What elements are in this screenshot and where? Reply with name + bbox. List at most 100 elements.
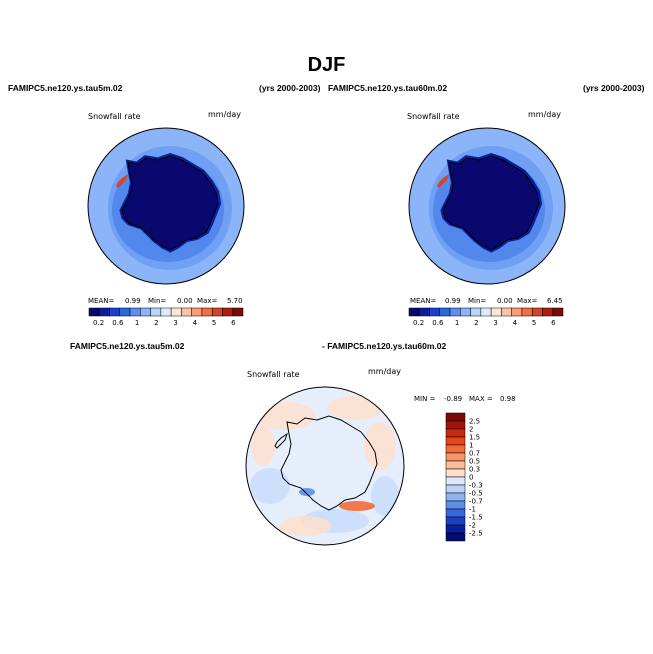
left-colorbar-tick-label: 5 xyxy=(212,319,216,327)
left-colorbar-tick-label: 4 xyxy=(193,319,198,327)
diff-colorbar-tick-label: 2.5 xyxy=(469,418,480,426)
right-colorbar-swatch xyxy=(419,307,430,317)
left-colorbar-swatch xyxy=(170,307,182,317)
diff-colorbar-tick-label: 0.3 xyxy=(469,466,480,474)
right-colorbar-tick-label: 0.6 xyxy=(432,319,444,327)
right-colorbar-swatch xyxy=(521,307,533,317)
right-colorbar-swatch xyxy=(490,307,502,317)
right-colorbar-swatch xyxy=(408,307,420,317)
left-min-label: Min= xyxy=(148,297,167,305)
left-colorbar-swatch xyxy=(201,307,213,317)
right-colorbar-swatch xyxy=(501,307,512,317)
diff-colorbar-tick-label: -1.5 xyxy=(469,514,483,522)
diff-map-border xyxy=(245,386,405,546)
right-polar-map xyxy=(408,127,566,285)
right-colorbar-swatch xyxy=(552,307,564,317)
diff-colorbar-swatch xyxy=(445,460,466,470)
right-field-name: Snowfall rate xyxy=(407,112,460,121)
left-colorbar-tick-label: 1 xyxy=(135,319,139,327)
diff-anomaly-patch xyxy=(364,422,396,470)
right-case-name: FAMIPC5.ne120.ys.tau60m.02 xyxy=(328,83,448,93)
diff-colorbar-tick-label: 0.7 xyxy=(469,450,480,458)
diff-positive-max xyxy=(339,501,375,511)
right-min-label: Min= xyxy=(468,297,487,305)
left-polar-map xyxy=(87,127,245,285)
left-colorbar-tick-label: 6 xyxy=(231,319,236,327)
diff-field-name: Snowfall rate xyxy=(247,370,300,379)
diff-units: mm/day xyxy=(368,367,401,376)
diff-colorbar-tick-label: 2 xyxy=(469,426,473,434)
left-max-value: 5.70 xyxy=(227,297,243,305)
diff-colorbar-tick-label: -0.3 xyxy=(469,482,483,490)
left-case-name: FAMIPC5.ne120.ys.tau5m.02 xyxy=(8,83,123,93)
diff-max-value: 0.98 xyxy=(500,395,516,403)
diff-colorbar-tick-label: 1.5 xyxy=(469,434,480,442)
right-colorbar-swatch xyxy=(531,307,543,317)
diff-colorbar-swatch xyxy=(445,516,466,526)
left-colorbar-tick-label: 0.6 xyxy=(112,319,124,327)
right-max-label: Max= xyxy=(517,297,538,305)
right-colorbar-tick-label: 4 xyxy=(513,319,518,327)
diff-colorbar-swatch xyxy=(445,532,466,542)
left-mean-value: 0.99 xyxy=(125,297,141,305)
diff-colorbar-swatch xyxy=(445,420,466,430)
diff-min-label: MIN = xyxy=(414,395,436,403)
diff-colorbar-tick-label: -1 xyxy=(469,506,476,514)
right-colorbar-swatch xyxy=(439,307,451,317)
left-colorbar-swatch xyxy=(140,307,151,317)
right-colorbar-tick-label: 5 xyxy=(532,319,536,327)
diff-colorbar-tick-label: -2 xyxy=(469,522,476,530)
left-units: mm/day xyxy=(208,110,241,119)
right-colorbar-tick-label: 6 xyxy=(551,319,556,327)
right-units: mm/day xyxy=(528,110,561,119)
diff-colorbar-tick-label: -0.7 xyxy=(469,498,483,506)
left-mean-label: MEAN= xyxy=(88,297,115,305)
diff-colorbar-swatch xyxy=(445,452,466,462)
right-colorbar-swatch xyxy=(480,307,492,317)
right-years: (yrs 2000-2003) xyxy=(583,83,645,93)
diff-colorbar-swatch xyxy=(445,428,466,438)
season-title: DJF xyxy=(307,54,346,76)
diff-colorbar-swatch xyxy=(445,524,466,534)
left-colorbar-swatch xyxy=(160,307,172,317)
diff-case-b: - FAMIPC5.ne120.ys.tau60m.02 xyxy=(322,341,447,351)
diff-min-value: -0.89 xyxy=(444,395,463,403)
right-min-value: 0.00 xyxy=(497,297,513,305)
diff-colorbar-swatch xyxy=(445,436,466,446)
diff-colorbar-swatch xyxy=(445,508,466,518)
left-map-border xyxy=(87,127,245,285)
diff-max-label: MAX = xyxy=(469,395,493,403)
right-colorbar-swatch xyxy=(470,307,482,317)
diff-colorbar-swatch xyxy=(445,492,466,502)
right-mean-label: MEAN= xyxy=(410,297,437,305)
right-max-value: 6.45 xyxy=(547,297,563,305)
right-colorbar-swatch xyxy=(511,307,523,317)
left-colorbar-swatch xyxy=(181,307,192,317)
left-colorbar-swatch xyxy=(119,307,131,317)
diff-anomaly-patch xyxy=(371,476,399,516)
diff-colorbar-swatch xyxy=(445,476,466,486)
left-colorbar-swatch xyxy=(99,307,110,317)
right-colorbar-tick-label: 0.2 xyxy=(413,319,424,327)
left-colorbar-swatch xyxy=(222,307,233,317)
left-colorbar-swatch xyxy=(129,307,141,317)
diff-colorbar-tick-label: 0 xyxy=(469,474,473,482)
diff-colorbar-tick-label: 1 xyxy=(469,442,473,450)
diff-colorbar-tick-label: 0.5 xyxy=(469,458,480,466)
difference-polar-map xyxy=(245,386,405,546)
left-colorbar-swatch xyxy=(211,307,223,317)
diff-colorbar-swatch xyxy=(445,484,466,494)
left-max-label: Max= xyxy=(197,297,218,305)
left-colorbar-swatch xyxy=(191,307,203,317)
left-years: (yrs 2000-2003) xyxy=(259,83,321,93)
right-colorbar-tick-label: 2 xyxy=(474,319,478,327)
left-min-value: 0.00 xyxy=(177,297,193,305)
diff-map-fill xyxy=(246,387,404,545)
right-mean-value: 0.99 xyxy=(445,297,461,305)
diff-colorbar-tick-label: -2.5 xyxy=(469,530,483,538)
right-map-fill xyxy=(409,128,565,284)
diff-colorbar-swatch xyxy=(445,412,466,422)
right-colorbar-swatch xyxy=(429,307,441,317)
left-colorbar-tick-label: 2 xyxy=(154,319,158,327)
